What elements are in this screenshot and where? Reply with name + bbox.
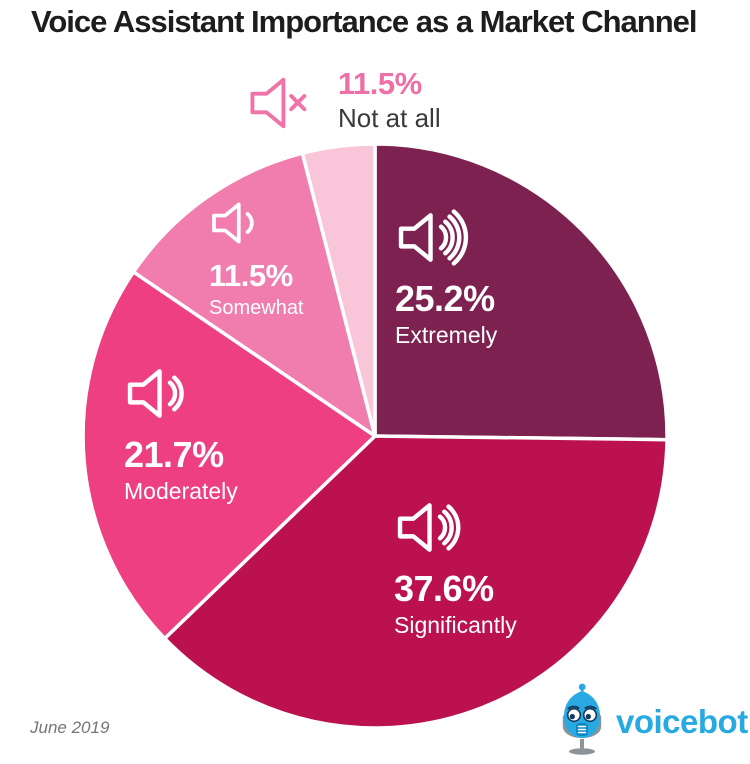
slice-percent-moderately: 21.7% [124, 434, 224, 475]
slice-name-somewhat: Somewhat [209, 297, 304, 319]
slice-percent-significantly: 37.6% [394, 568, 494, 609]
slice-name-not-at-all: Not at all [338, 103, 441, 133]
speaker-4-waves-icon [395, 208, 469, 271]
voicebot-robot-logo-icon [552, 682, 612, 761]
slice-label-moderately: 21.7% Moderately [124, 364, 238, 503]
slice-label-not-at-all: 11.5% Not at all [246, 64, 441, 139]
speaker-muted-icon [246, 72, 324, 139]
slice-label-extremely: 25.2% Extremely [395, 208, 497, 347]
logo-text: voicebot.ai [616, 703, 750, 740]
slice-name-extremely: Extremely [395, 322, 498, 348]
voicebot-logo: voicebot.ai ™ [552, 682, 750, 761]
slice-label-somewhat: 11.5% Somewhat [209, 198, 304, 318]
slice-label-significantly: 37.6% Significantly [394, 498, 517, 637]
pie-slice-not-at-all [300, 142, 377, 438]
pie-slice-significantly [162, 434, 669, 730]
speaker-2-waves-icon [124, 364, 198, 427]
slice-percent-not-at-all: 11.5% [338, 66, 422, 101]
chart-title: Voice Assistant Importance as a Market C… [31, 4, 698, 39]
slice-percent-somewhat: 11.5% [209, 258, 293, 293]
slice-name-significantly: Significantly [394, 612, 517, 638]
slice-percent-extremely: 25.2% [395, 278, 495, 319]
date-label: June 2019 [30, 718, 110, 737]
speaker-1-wave-icon [209, 198, 271, 252]
speaker-3-waves-icon [394, 498, 468, 561]
slice-name-moderately: Moderately [124, 478, 238, 504]
pie-slice-moderately [81, 270, 377, 641]
pie-slice-somewhat [131, 151, 377, 438]
